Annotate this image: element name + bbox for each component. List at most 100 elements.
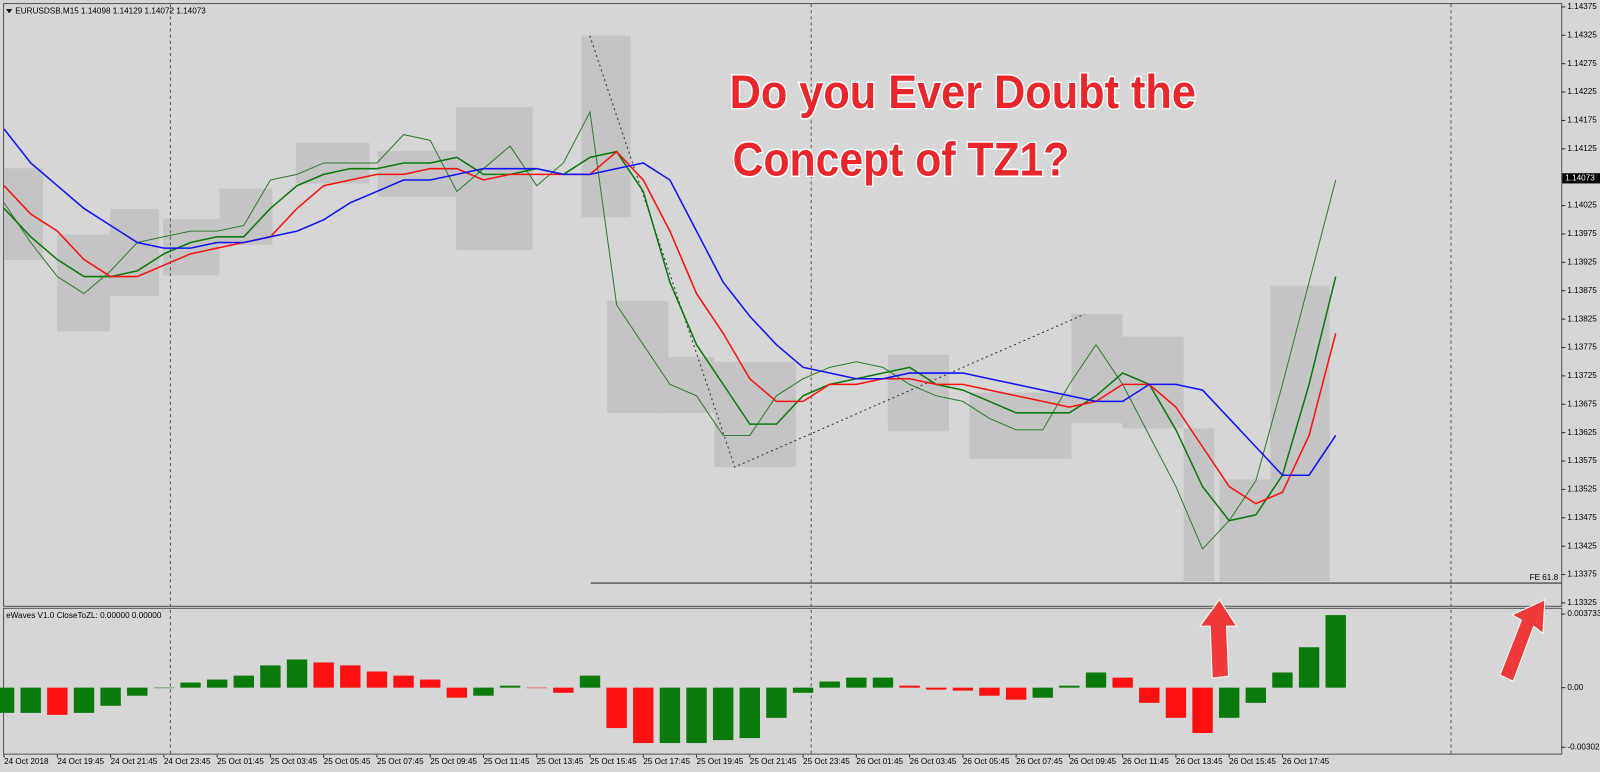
y-tick-label: 1.14325 [1567, 30, 1597, 39]
y-tick-label: 1.13675 [1567, 399, 1597, 408]
x-tick-label: 24 Oct 2018 [4, 757, 49, 766]
histogram-bar [579, 675, 601, 688]
x-tick-label: 26 Oct 05:45 [963, 757, 1010, 766]
x-tick-label: 26 Oct 17:45 [1282, 757, 1329, 766]
histogram-bar [473, 687, 494, 696]
y-tick-label: 1.13725 [1567, 371, 1597, 380]
y-tick-label: 1.13425 [1567, 541, 1597, 550]
histogram-bar [100, 687, 121, 706]
y-tick-label: 1.13975 [1567, 229, 1597, 238]
histogram-bar [1139, 687, 1160, 703]
histogram-bar [153, 687, 175, 689]
histogram-bar [686, 687, 707, 744]
moving-average [3, 150, 1337, 522]
histogram-bar [739, 687, 760, 739]
y-tick-label: 1.13875 [1567, 286, 1597, 295]
histogram-bar [633, 687, 654, 744]
x-tick-label: 25 Oct 21:45 [750, 757, 797, 766]
x-tick-label: 26 Oct 13:45 [1176, 757, 1223, 766]
fe-label: FE 61.8 [1530, 573, 1559, 582]
x-tick-label: 25 Oct 01:45 [217, 757, 264, 766]
annotation: Do you Ever Doubt the [730, 66, 1196, 118]
x-tick-label: 25 Oct 05:45 [324, 757, 371, 766]
y-tick-label: 1.13475 [1567, 513, 1597, 522]
histogram-bar [952, 687, 974, 691]
histogram-bar [286, 659, 308, 688]
y-tick-label: 1.14025 [1567, 201, 1597, 210]
histogram-bar [233, 675, 254, 688]
last-price-label: 1.14073 [1565, 174, 1595, 183]
y-tick-label: 1.13775 [1567, 343, 1597, 352]
indicator-panel [3, 607, 1563, 755]
histogram-bar [899, 685, 920, 688]
y-tick-label: 1.14275 [1567, 59, 1597, 68]
y-tick-label: 1.13825 [1567, 314, 1597, 323]
y-tick-label: 1.13375 [1567, 570, 1597, 579]
histogram-bar [926, 687, 947, 690]
x-tick-label: 26 Oct 15:45 [1229, 757, 1276, 766]
histogram-bar [1192, 687, 1213, 733]
x-tick-label: 26 Oct 01:45 [856, 757, 903, 766]
histogram-bar [846, 677, 867, 688]
histogram-bar [712, 687, 734, 741]
y-tick-label: 1.13625 [1567, 428, 1597, 437]
histogram-bar [366, 671, 388, 688]
zigzag [589, 35, 1085, 468]
y-tick-label: 1.14175 [1567, 116, 1597, 125]
x-tick-label: 25 Oct 19:45 [697, 757, 744, 766]
y-tick-label: 1.13325 [1567, 598, 1597, 607]
main-panel [3, 3, 1563, 607]
y-tick-label: 1.13925 [1567, 258, 1597, 267]
histogram-bar [340, 665, 361, 688]
y-tick-label: 1.14375 [1567, 2, 1597, 11]
x-tick-label: 25 Oct 03:45 [270, 757, 317, 766]
histogram-bar [1032, 687, 1053, 698]
day-separators [169, 4, 1452, 755]
x-tick-label: 24 Oct 23:45 [164, 757, 211, 766]
histogram-bar [393, 675, 414, 688]
histogram-bar [47, 687, 68, 715]
histogram-bar [606, 687, 627, 729]
histogram-bar [766, 687, 787, 718]
histogram-bar [659, 687, 681, 744]
x-tick-label: 26 Oct 11:45 [1123, 757, 1170, 766]
histogram-bar [446, 687, 468, 698]
histogram-bar [1298, 647, 1320, 688]
histogram-bar [1245, 687, 1267, 703]
histogram-bar [20, 687, 41, 713]
indicator-title: eWaves V1.0 CloseToZL: 0.00000 0.00000 [6, 611, 162, 620]
x-tick-label: 25 Oct 07:45 [377, 757, 424, 766]
histogram-bar [180, 682, 201, 688]
y-tick-label: 1.13525 [1567, 485, 1597, 494]
x-tick-label: 25 Oct 09:45 [430, 757, 477, 766]
y-tick-label: 1.14125 [1567, 144, 1597, 153]
x-tick-label: 25 Oct 15:45 [590, 757, 637, 766]
histogram-bar [872, 677, 894, 688]
last-price-box [1562, 173, 1600, 184]
y-tick-label: 1.13575 [1567, 456, 1597, 465]
y-tick-label: 1.14225 [1567, 87, 1597, 96]
x-tick-label: 25 Oct 11:45 [483, 757, 530, 766]
moving-average [3, 150, 1337, 505]
histogram-bar [499, 685, 521, 688]
chart-title: EURUSDSB,M15 1.14098 1.14129 1.14072 1.1… [15, 6, 206, 15]
x-tick-label: 25 Oct 17:45 [643, 757, 690, 766]
histogram-bar [260, 665, 281, 688]
price-line [3, 110, 1337, 550]
histogram-bar [819, 681, 840, 688]
annotation: Concept of TZ1? [733, 133, 1070, 185]
histogram-bar [979, 687, 1000, 696]
x-tick-label: 25 Oct 13:45 [537, 757, 584, 766]
histogram-bar [553, 687, 574, 693]
arrows [1198, 598, 1546, 682]
histogram-bar [1165, 687, 1187, 718]
histogram-bar [526, 687, 547, 689]
x-tick-label: 24 Oct 19:45 [57, 757, 104, 766]
x-tick-label: 24 Oct 21:45 [111, 757, 158, 766]
histogram-bar [1085, 672, 1107, 688]
histogram-bar [1005, 687, 1027, 700]
moving-average [3, 128, 1337, 476]
histogram-bar [127, 687, 148, 696]
y-tick-label: 0.00 [1567, 683, 1583, 692]
